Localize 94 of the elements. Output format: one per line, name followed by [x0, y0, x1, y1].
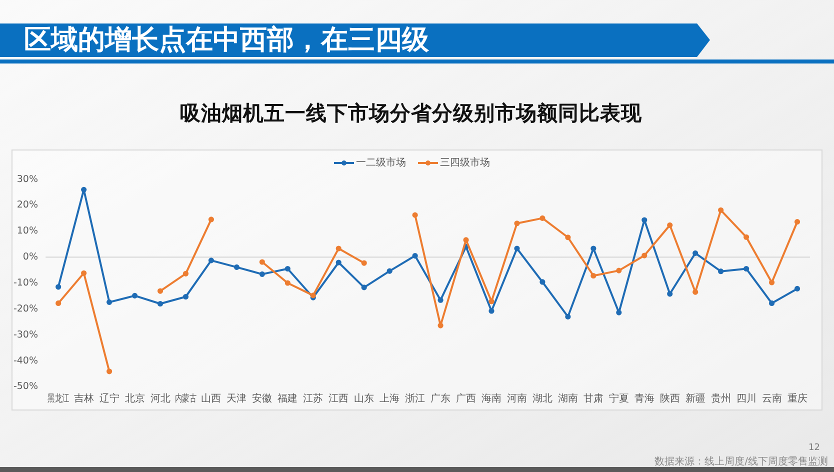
x-tick-label: 天津	[226, 392, 247, 404]
point	[642, 217, 648, 223]
point	[540, 279, 546, 285]
source-note: 数据来源：线上周度/线下周度零售监测	[654, 456, 828, 468]
point	[438, 322, 444, 328]
x-tick-label: 青海	[634, 392, 654, 404]
point	[438, 297, 444, 303]
x-tick-label: 陕西	[660, 392, 680, 404]
x-tick-label: 四川	[736, 392, 756, 404]
x-tick-label: 山东	[354, 392, 374, 404]
point	[157, 300, 164, 307]
point	[182, 294, 189, 300]
x-tick-label: 湖南	[558, 392, 578, 404]
point	[744, 266, 750, 272]
point	[208, 258, 214, 264]
x-tick-label: 北京	[124, 392, 145, 404]
x-tick-label: 湖北	[532, 392, 552, 404]
point	[284, 280, 290, 286]
point	[488, 308, 494, 314]
point	[157, 288, 164, 294]
x-tick-label: 贵州	[710, 392, 731, 404]
point	[667, 222, 673, 228]
x-tick-label: 重庆	[787, 392, 808, 404]
x-tick-label: 安徽	[252, 392, 272, 404]
point	[718, 268, 724, 274]
x-tick-label: 甘肃	[583, 392, 604, 404]
point	[234, 264, 240, 270]
x-tick-label: 辽宁	[99, 392, 120, 404]
point	[361, 260, 367, 266]
point	[336, 246, 342, 252]
x-tick-label: 河南	[506, 392, 527, 404]
chart-subtitle: 吸油烟机五一线下市场分省分级别市场额同比表现	[180, 101, 643, 125]
x-tick-label: 宁夏	[608, 392, 629, 404]
point	[565, 314, 571, 320]
text: 12	[808, 443, 820, 453]
point	[794, 219, 800, 225]
x-tick-label: 广西	[456, 392, 476, 404]
y-tick-label: -30%	[13, 329, 38, 340]
y-tick-label: -50%	[13, 381, 38, 392]
x-tick-label: 新疆	[685, 392, 706, 404]
point	[182, 270, 189, 276]
point	[794, 286, 800, 292]
point	[361, 284, 367, 290]
y-tick-label: -20%	[13, 303, 38, 314]
point	[590, 272, 596, 279]
x-tick-label: 上海	[380, 392, 400, 404]
x-tick-label: 浙江	[405, 392, 426, 404]
legend-label: 一二级市场	[356, 156, 406, 168]
x-tick-label: 江苏	[303, 392, 324, 404]
point	[768, 300, 775, 306]
y-tick-label: 0%	[22, 252, 38, 263]
point	[259, 271, 265, 277]
chart-title: 区域的增长点在中西部，在三四级	[24, 24, 430, 56]
point	[284, 266, 290, 272]
x-tick-label: 河北	[150, 392, 170, 404]
point	[106, 299, 112, 305]
point	[56, 300, 62, 306]
point	[336, 260, 342, 266]
point	[768, 280, 775, 286]
point	[463, 237, 469, 243]
y-tick-label: -40%	[13, 355, 38, 366]
point	[106, 368, 112, 374]
point	[540, 215, 546, 221]
x-tick-label: 福建	[278, 392, 298, 404]
point	[81, 270, 87, 276]
point	[616, 310, 622, 316]
y-tick-label: 10%	[16, 226, 38, 237]
point	[692, 250, 698, 256]
point	[718, 207, 724, 213]
point	[667, 291, 673, 297]
point	[259, 259, 265, 265]
x-tick-label: 云南	[762, 392, 782, 404]
point	[56, 284, 62, 290]
point	[81, 186, 87, 192]
point	[386, 268, 392, 274]
y-tick-label: 20%	[16, 200, 38, 211]
x-tick-label: 海南	[482, 392, 502, 404]
legend-label: 三四级市场	[440, 156, 490, 168]
x-tick-label: 江西	[328, 392, 349, 404]
point	[590, 246, 596, 252]
y-tick-label: -10%	[13, 278, 38, 288]
x-tick-label: 广东	[430, 392, 451, 404]
point	[132, 292, 138, 299]
point	[412, 252, 418, 259]
point	[616, 268, 622, 274]
point	[488, 298, 494, 304]
point	[744, 234, 750, 240]
point	[514, 246, 520, 252]
point	[565, 234, 571, 240]
y-tick-label: 30%	[16, 174, 38, 185]
point	[208, 216, 214, 222]
point	[642, 252, 648, 258]
point	[412, 212, 418, 218]
point	[514, 220, 520, 226]
